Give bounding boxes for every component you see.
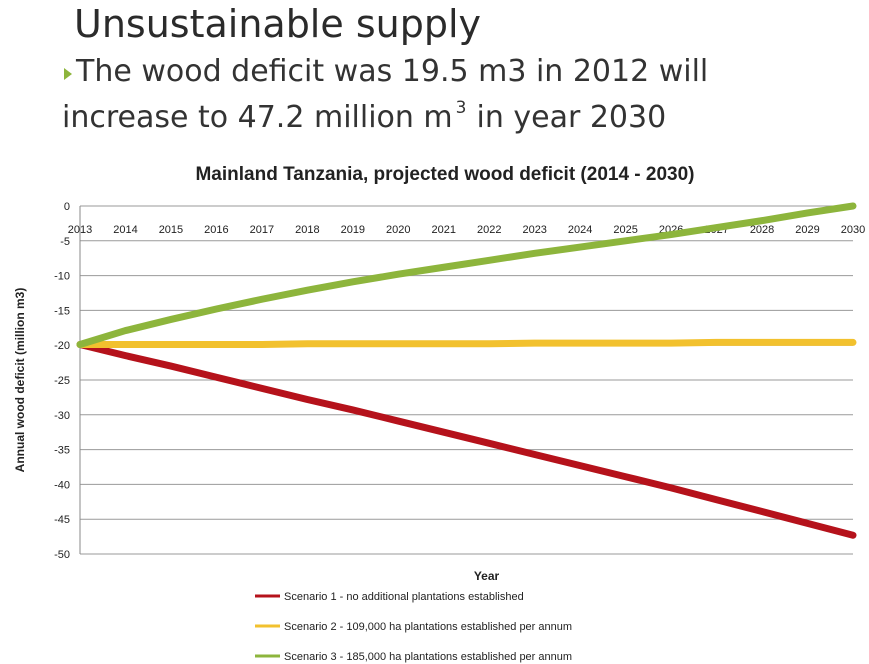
series-3-point — [124, 330, 126, 332]
y-tick-label: -35 — [54, 445, 70, 457]
x-tick-label: 2015 — [159, 224, 183, 236]
slide-title: Unsustainable supply — [74, 2, 481, 46]
series-line-2 — [76, 338, 857, 349]
series-1-point — [443, 431, 445, 433]
x-tick-label: 2023 — [522, 224, 546, 236]
x-tick-label: 2029 — [795, 224, 819, 236]
y-tick-label: -40 — [54, 479, 70, 491]
series-2-point — [579, 342, 581, 344]
series-1-point — [852, 534, 854, 536]
bullet-text-line-1: The wood deficit was 19.5 m3 in 2012 wil… — [76, 54, 709, 89]
series-2-point — [215, 344, 217, 346]
x-tick-label: 2020 — [386, 224, 410, 236]
series-1-point — [124, 355, 126, 357]
x-tick-label: 2016 — [204, 224, 228, 236]
series-1-point — [488, 442, 490, 444]
series-1-point — [306, 398, 308, 400]
series-3-point — [79, 344, 81, 346]
bullet-text-part-b: in year 2030 — [476, 100, 667, 135]
series-1-point — [352, 409, 354, 411]
y-tick-label: 0 — [64, 201, 70, 213]
y-axis-label: Annual wood deficit (million m3) — [13, 288, 27, 473]
x-tick-label: 2014 — [113, 224, 137, 236]
series-1-point — [215, 376, 217, 378]
y-tick-label: -45 — [54, 514, 70, 526]
series-3-point — [761, 220, 763, 222]
bullet-text-part-a: increase to 47.2 million m — [62, 100, 453, 135]
series-2-point — [488, 343, 490, 345]
series-1-point — [625, 476, 627, 478]
series-3-point — [488, 259, 490, 261]
series-3-point — [534, 252, 536, 254]
series-1-point — [397, 420, 399, 422]
series-3-point — [625, 240, 627, 242]
series-1-point — [670, 487, 672, 489]
x-tick-label: 2025 — [613, 224, 637, 236]
x-tick-label: 2018 — [295, 224, 319, 236]
bullet-superscript: 3 — [455, 98, 467, 118]
series-3-point — [215, 308, 217, 310]
y-tick-label: -30 — [54, 410, 70, 422]
series-2-point — [124, 344, 126, 346]
legend-label-2: Scenario 2 - 109,000 ha plantations esta… — [284, 621, 572, 633]
x-tick-label: 2024 — [568, 224, 592, 236]
y-tick-label: -5 — [60, 236, 70, 248]
series-3-point — [261, 298, 263, 300]
wood-deficit-chart: Mainland Tanzania, projected wood defici… — [13, 164, 865, 663]
series-2-point — [170, 344, 172, 346]
y-tick-label: -50 — [54, 549, 70, 561]
series-1-point — [261, 387, 263, 389]
series-2-point — [352, 343, 354, 345]
series-2-point — [397, 343, 399, 345]
series-1-point — [761, 511, 763, 513]
series-3-point — [852, 205, 854, 207]
series-1-point — [170, 365, 172, 367]
series-2-point — [852, 341, 854, 343]
x-tick-label: 2017 — [250, 224, 274, 236]
series-2-point — [625, 342, 627, 344]
bullet-text-line-2: increase to 47.2 million m 3 in year 2030 — [62, 98, 666, 135]
series-2-point — [534, 342, 536, 344]
chart-title: Mainland Tanzania, projected wood defici… — [195, 164, 694, 185]
series-3-point — [170, 318, 172, 320]
series-3-point — [670, 234, 672, 236]
series-1-point — [579, 465, 581, 467]
series-3-point — [352, 281, 354, 283]
x-tick-label: 2019 — [341, 224, 365, 236]
x-tick-label: 2030 — [841, 224, 865, 236]
series-1-point — [534, 453, 536, 455]
series-line-3 — [76, 202, 857, 349]
x-tick-label: 2022 — [477, 224, 501, 236]
series-2-point — [306, 343, 308, 345]
y-tick-label: -25 — [54, 375, 70, 387]
y-tick-label: -15 — [54, 305, 70, 317]
series-3-point — [579, 246, 581, 248]
series-2-point — [807, 341, 809, 343]
x-tick-label: 2013 — [68, 224, 92, 236]
series-3-point — [397, 273, 399, 275]
y-tick-label: -20 — [54, 340, 70, 352]
series-1-point — [807, 522, 809, 524]
x-tick-label: 2028 — [750, 224, 774, 236]
series-3-point — [443, 266, 445, 268]
series-2-point — [716, 341, 718, 343]
series-1-point — [716, 499, 718, 501]
x-axis-label: Year — [474, 569, 500, 583]
series-line-1 — [76, 341, 857, 539]
x-tick-label: 2021 — [432, 224, 456, 236]
series-2-point — [443, 343, 445, 345]
series-3-point — [306, 289, 308, 291]
series-2-point — [761, 341, 763, 343]
legend-label-1: Scenario 1 - no additional plantations e… — [284, 591, 524, 603]
series-2-point — [261, 344, 263, 346]
series-2-point — [670, 342, 672, 344]
legend-label-3: Scenario 3 - 185,000 ha plantations esta… — [284, 651, 572, 663]
series-3-point — [716, 227, 718, 229]
series-3-point — [807, 212, 809, 214]
bullet-arrow-icon — [64, 68, 72, 80]
y-tick-label: -10 — [54, 271, 70, 283]
